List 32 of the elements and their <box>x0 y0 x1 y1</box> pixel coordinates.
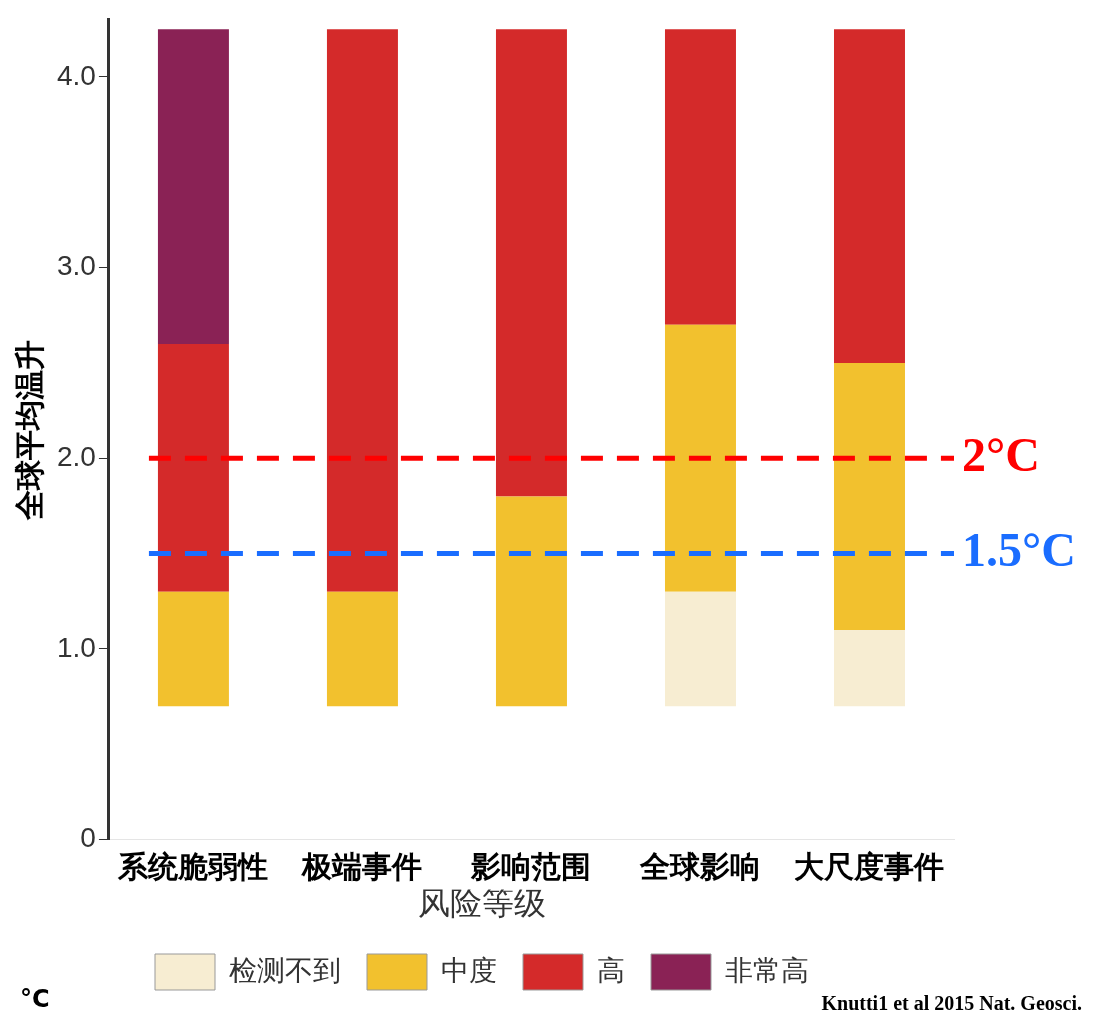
x-tick-label: 全球影响 <box>639 849 761 883</box>
legend-label: 中度 <box>441 954 497 986</box>
y-tick-label: 2.0 <box>56 441 96 473</box>
legend-label: 非常高 <box>725 954 809 986</box>
bar <box>495 496 567 707</box>
x-tick-label: 影响范围 <box>470 849 592 883</box>
legend-label: 检测不到 <box>229 954 341 986</box>
bar <box>326 591 398 707</box>
ref-line-label: 2°C <box>962 427 1040 481</box>
bar <box>664 324 736 592</box>
bar <box>157 591 229 707</box>
x-tick-label: 极端事件 <box>301 849 423 883</box>
y-axis-title: 全球平均温升 <box>13 339 47 521</box>
bar <box>834 362 905 630</box>
bar <box>495 29 567 497</box>
bar <box>157 29 229 344</box>
bar <box>326 29 398 592</box>
y-tick-label: 0 <box>80 822 96 854</box>
y-tick-label: 4.0 <box>56 59 96 91</box>
bar <box>834 29 905 363</box>
x-tick-label: 大尺度事件 <box>794 849 945 883</box>
text: °C <box>20 985 50 1013</box>
legend-label: 高 <box>597 954 625 986</box>
bar <box>664 591 736 707</box>
text: Knutti1 et al 2015 Nat. Geosci. <box>821 992 1082 1015</box>
bar <box>834 629 905 707</box>
bar <box>157 343 229 592</box>
bar <box>664 29 736 325</box>
y-tick-label: 3.0 <box>56 250 96 282</box>
ref-line-label: 1.5°C <box>962 523 1076 577</box>
y-tick-label: 1.0 <box>56 631 96 663</box>
x-tick-label: 系统脆弱性 <box>117 849 269 883</box>
